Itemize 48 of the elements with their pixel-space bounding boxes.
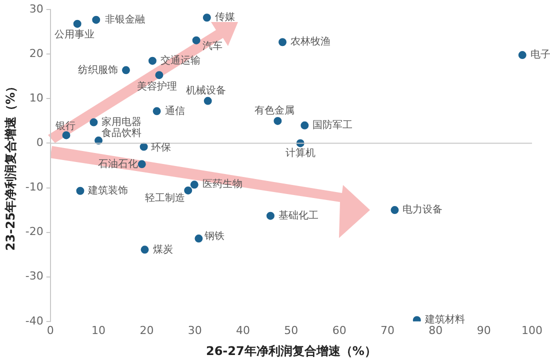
- annotation: 轻工制造: [145, 192, 186, 204]
- y-tick-label: -30: [25, 270, 44, 283]
- annotation: 煤炭: [152, 243, 173, 256]
- annotation: 银行: [54, 120, 76, 132]
- x-tick-label: 60: [332, 324, 346, 337]
- y-tick-label: 30: [29, 2, 44, 16]
- annotation: 电子: [530, 48, 550, 61]
- y-tick-label: 20: [29, 47, 44, 60]
- x-tick-label: 0: [46, 324, 54, 337]
- x-axis-title: 26-27年净利润复合增速（%）: [206, 344, 376, 358]
- x-tick-label: 100: [522, 324, 542, 337]
- annotation: 有色金属: [254, 104, 295, 117]
- x-tick-label: 20: [140, 324, 154, 337]
- annotation: 农林牧渔: [290, 36, 331, 48]
- annotation: 家用电器: [102, 116, 142, 128]
- annotation: 交通运输: [160, 54, 200, 66]
- y-tick-label: -10: [25, 180, 44, 194]
- annotation: 食品饮料: [102, 127, 142, 140]
- y-tick-label: 10: [29, 92, 44, 105]
- annotation: 环保: [150, 142, 171, 154]
- y-tick-label: 0: [36, 136, 44, 150]
- annotation: 钢铁: [204, 230, 225, 242]
- x-tick-label: 50: [284, 324, 298, 337]
- y-tick-label: -20: [25, 225, 44, 238]
- y-axis-title: 23-25年净利润复合增速（%）: [3, 80, 18, 251]
- x-tick-label: 30: [188, 324, 202, 337]
- annotation: 美容护理: [137, 80, 178, 93]
- annotation: 石油石化: [98, 158, 138, 170]
- annotation: 传媒: [214, 12, 235, 24]
- annotation: 计算机: [285, 146, 316, 159]
- annotation: 非银金融: [105, 13, 146, 26]
- annotation: 建筑装饰: [87, 184, 128, 196]
- annotation: 机械设备: [186, 84, 226, 97]
- annotation: 纺织服饰: [78, 64, 118, 76]
- annotation: 医药生物: [202, 178, 242, 190]
- annotation: 汽车: [202, 40, 222, 52]
- annotation: 建筑材料: [424, 314, 465, 326]
- x-tick-label: 40: [236, 324, 250, 337]
- x-tick-label: 80: [428, 324, 443, 337]
- annotation: 通信: [164, 104, 185, 117]
- annotation: 公用事业: [54, 28, 94, 40]
- annotation: 电力设备: [402, 204, 443, 216]
- y-tick-label: -40: [25, 314, 44, 328]
- x-tick-label: 10: [92, 324, 106, 337]
- annotation: 基础化工: [278, 209, 318, 222]
- x-tick-label: 90: [476, 324, 491, 337]
- annotation: 国防军工: [312, 119, 353, 132]
- x-tick-label: 70: [380, 324, 395, 337]
